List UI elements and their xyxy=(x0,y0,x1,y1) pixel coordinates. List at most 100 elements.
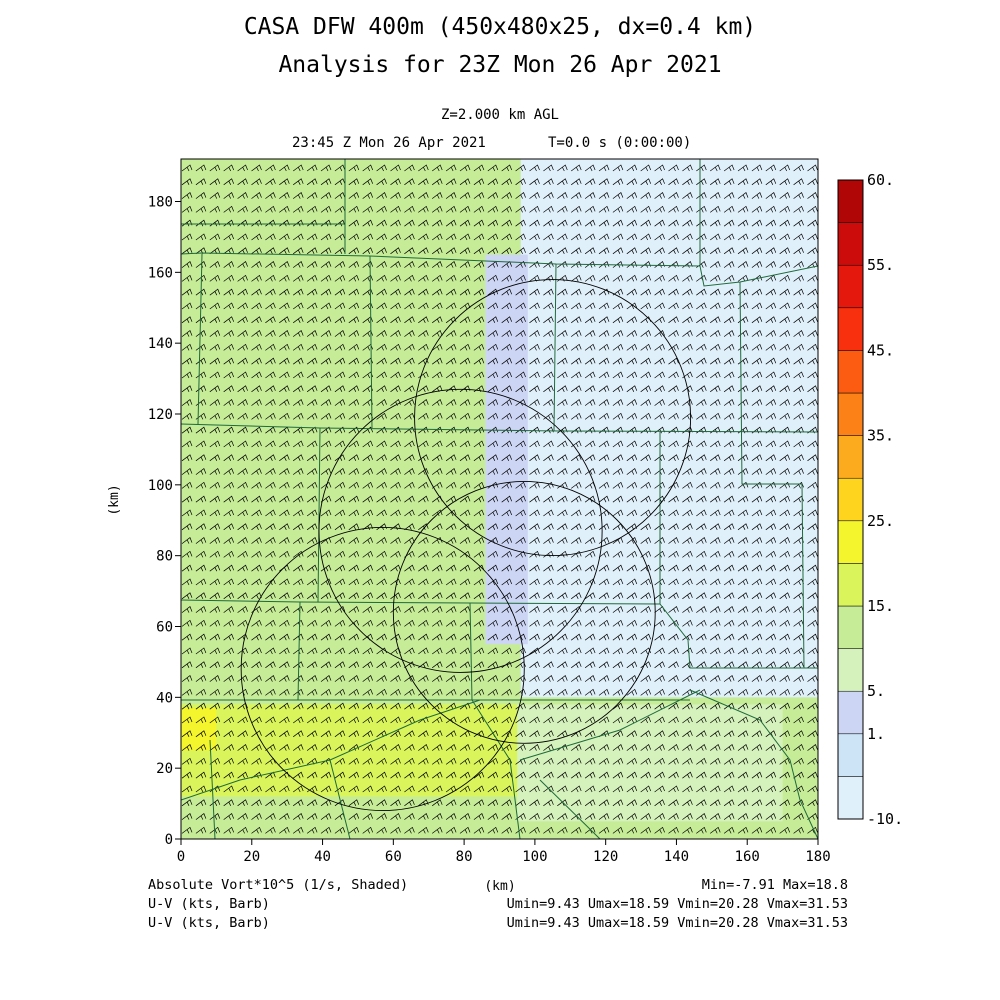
wind-barb xyxy=(557,468,568,475)
colorbar-swatch xyxy=(837,477,864,522)
wind-barb xyxy=(292,164,304,172)
wind-barb xyxy=(584,799,596,807)
wind-barb xyxy=(473,454,485,462)
wind-barb xyxy=(431,233,443,241)
wind-barb xyxy=(501,619,513,627)
wind-barb xyxy=(334,688,346,696)
wind-barb xyxy=(292,412,304,420)
wind-barb xyxy=(598,771,610,779)
wind-barb xyxy=(181,247,193,255)
wind-barb xyxy=(237,481,248,489)
wind-barb xyxy=(431,164,443,172)
wind-barb xyxy=(807,688,818,696)
wind-barb xyxy=(501,192,513,199)
wind-barb xyxy=(473,633,485,641)
valid-time: 23:45 Z Mon 26 Apr 2021 xyxy=(292,135,486,151)
wind-barb xyxy=(723,799,735,807)
wind-barb xyxy=(501,274,513,282)
wind-barb xyxy=(751,619,763,627)
wind-barb xyxy=(737,564,749,572)
wind-barb xyxy=(765,316,777,324)
wind-barb xyxy=(709,537,721,544)
wind-barb xyxy=(223,164,235,172)
wind-barb xyxy=(306,744,318,751)
wind-barb xyxy=(696,440,707,448)
wind-barb xyxy=(348,440,360,448)
wind-barb xyxy=(598,274,610,282)
wind-barb xyxy=(404,702,415,710)
wind-barb xyxy=(765,192,777,199)
wind-barb xyxy=(612,440,624,448)
wind-barb xyxy=(765,633,777,641)
wind-barb xyxy=(376,233,387,241)
wind-barb xyxy=(682,771,693,779)
wind-barb xyxy=(584,771,596,779)
wind-barb xyxy=(793,688,804,696)
wind-barb xyxy=(431,688,443,696)
wind-barb xyxy=(570,771,582,779)
wind-barb xyxy=(348,675,360,682)
wind-barb xyxy=(584,564,596,572)
wind-barb xyxy=(445,261,457,268)
wind-barb xyxy=(515,219,526,227)
wind-barb xyxy=(570,826,582,834)
wind-barb xyxy=(793,192,804,199)
wind-barb xyxy=(487,192,499,199)
level-label: Z=2.000 km AGL xyxy=(440,107,559,123)
wind-barb xyxy=(598,509,610,517)
wind-barb xyxy=(709,412,721,420)
wind-barb xyxy=(515,178,526,186)
wind-barb xyxy=(279,826,290,834)
wind-barb xyxy=(807,606,818,613)
wind-barb xyxy=(793,702,804,710)
wind-barb xyxy=(306,178,318,186)
wind-barb xyxy=(320,785,332,793)
wind-barb xyxy=(404,330,415,337)
wind-barb xyxy=(334,399,346,406)
wind-barb xyxy=(737,454,749,462)
wind-barb xyxy=(418,606,429,613)
wind-barb xyxy=(279,178,290,186)
wind-barb xyxy=(390,178,401,186)
county-border xyxy=(739,281,805,669)
wind-barb xyxy=(195,178,207,186)
wind-barb xyxy=(807,343,818,351)
wind-barb xyxy=(195,192,207,199)
wind-barb xyxy=(668,744,679,751)
wind-barb xyxy=(570,785,582,793)
wind-barb xyxy=(501,578,513,586)
wind-barb xyxy=(362,164,374,172)
county-border xyxy=(369,255,373,429)
wind-barb xyxy=(376,771,387,779)
wind-barb xyxy=(279,730,290,738)
wind-barb xyxy=(751,261,763,268)
wind-barb xyxy=(195,730,207,738)
wind-barb xyxy=(682,633,693,641)
wind-barb xyxy=(515,205,526,213)
wind-barb xyxy=(612,564,624,572)
wind-barb xyxy=(348,385,360,393)
wind-barb xyxy=(807,647,818,655)
wind-barb xyxy=(362,619,374,627)
wind-barbs xyxy=(181,164,818,834)
wind-barb xyxy=(292,702,304,710)
wind-barb xyxy=(696,675,707,682)
wind-barb xyxy=(584,274,596,282)
wind-barb xyxy=(237,440,248,448)
wind-barb xyxy=(612,785,624,793)
wind-barb xyxy=(195,606,207,613)
wind-barb xyxy=(515,509,526,517)
wind-barb xyxy=(459,716,471,724)
wind-barb xyxy=(181,412,193,420)
wind-barb xyxy=(431,468,443,475)
wind-barb xyxy=(640,481,652,489)
wind-barb xyxy=(431,647,443,655)
wind-barb xyxy=(557,688,568,696)
wind-barb xyxy=(807,205,818,213)
wind-barb xyxy=(640,826,652,834)
wind-barb xyxy=(501,675,513,682)
wind-barb xyxy=(265,606,276,613)
colorbar-label: -10. xyxy=(867,810,903,828)
wind-barb xyxy=(431,702,443,710)
wind-barb xyxy=(668,730,679,738)
